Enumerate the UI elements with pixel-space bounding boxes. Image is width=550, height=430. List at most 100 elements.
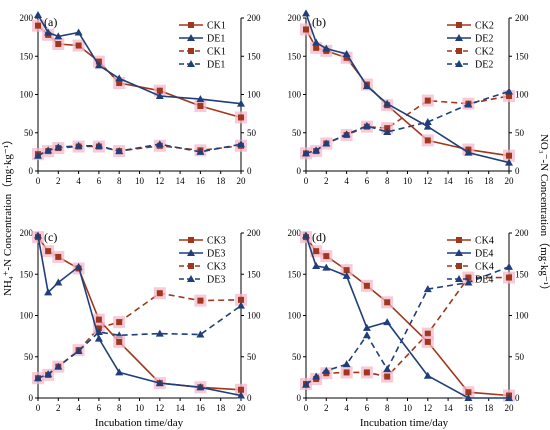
data-point-triangle <box>94 61 103 69</box>
data-point-triangle <box>464 278 473 286</box>
x-tick-label: 18 <box>484 403 494 413</box>
data-point-triangle <box>74 262 83 270</box>
data-point-square <box>197 297 204 304</box>
data-point-triangle <box>383 318 392 326</box>
legend-marker-triangle <box>187 275 195 282</box>
x-tick-label: 14 <box>176 176 186 186</box>
data-point-square <box>363 282 370 289</box>
x-tick-label: 12 <box>155 176 164 186</box>
data-point-triangle <box>34 231 42 239</box>
legend-marker-triangle <box>455 249 463 256</box>
legend-label: DE1 <box>207 34 225 45</box>
data-point-triangle <box>362 82 371 90</box>
y-tick-label-left: 100 <box>288 90 302 100</box>
data-point-triangle <box>155 379 164 387</box>
x-tick-label: 14 <box>444 403 454 413</box>
data-point-triangle <box>34 10 42 18</box>
y-left-axis-label: NH₄⁺-N Concentration（mg·kg⁻¹） <box>1 134 14 296</box>
data-point-square <box>424 137 431 144</box>
x-axis-label-right: Incubation time/day <box>360 417 449 429</box>
data-point-triangle <box>302 9 310 17</box>
data-point-triangle <box>44 370 53 378</box>
data-point-triangle <box>362 323 371 331</box>
data-point-square <box>238 114 244 121</box>
x-tick-label: 20 <box>505 403 515 413</box>
data-point-square <box>506 93 512 100</box>
data-point-square <box>343 54 350 61</box>
y-tick-label-left: 200 <box>288 228 302 238</box>
legend-label: DE2 <box>475 60 493 71</box>
x-axis-label-left: Incubation time/day <box>95 417 184 429</box>
data-point-square <box>116 338 123 345</box>
data-point-square <box>55 41 62 48</box>
legend-marker-triangle <box>455 34 463 41</box>
x-tick-label: 12 <box>155 403 164 413</box>
data-point-square <box>506 274 512 281</box>
y-tick-label-left: 0 <box>297 393 302 403</box>
legend-label: CK3 <box>207 236 226 247</box>
y-tick-label-right: 100 <box>247 311 261 321</box>
y-tick-label-right: 100 <box>247 90 261 100</box>
x-tick-label: 2 <box>324 176 329 186</box>
x-tick-label: 6 <box>365 403 370 413</box>
legend-marker-triangle <box>187 34 195 41</box>
data-point-square <box>35 22 41 29</box>
data-point-square <box>116 319 123 326</box>
data-point-triangle <box>464 148 473 156</box>
x-tick-label: 8 <box>385 403 390 413</box>
legend-marker-square <box>456 48 462 54</box>
data-point-triangle <box>312 372 321 380</box>
legend-label: DE3 <box>207 249 225 260</box>
data-point-triangle <box>302 231 310 239</box>
x-tick-label: 4 <box>344 176 349 186</box>
data-point-triangle <box>74 28 83 36</box>
data-point-square <box>156 290 163 297</box>
data-point-triangle <box>155 92 164 100</box>
data-point-square <box>506 152 512 159</box>
data-point-triangle <box>34 374 42 382</box>
y-tick-label-right: 50 <box>247 352 257 362</box>
x-tick-label: 10 <box>135 403 145 413</box>
y-tick-label-right: 0 <box>515 166 520 176</box>
data-point-triangle <box>54 143 63 151</box>
data-point-triangle <box>237 99 245 107</box>
y-tick-label-right: 200 <box>515 13 529 23</box>
legend-marker-square <box>188 263 194 269</box>
legend-marker-triangle <box>455 60 463 67</box>
series-line-ck3-no3 <box>37 292 242 379</box>
y-tick-label-left: 200 <box>288 13 302 23</box>
data-point-triangle <box>196 147 205 155</box>
data-point-triangle <box>115 74 124 82</box>
y-tick-label-left: 100 <box>20 90 34 100</box>
x-tick-label: 16 <box>196 176 206 186</box>
data-point-triangle <box>423 285 432 293</box>
data-point-triangle <box>423 371 432 379</box>
y-tick-label-left: 100 <box>20 311 34 321</box>
data-point-triangle <box>383 127 392 135</box>
data-point-triangle <box>302 380 310 388</box>
legend-marker-square <box>456 263 462 269</box>
data-point-triangle <box>342 130 351 138</box>
legend-label: CK1 <box>207 47 226 58</box>
legend-marker-square <box>188 48 194 54</box>
data-point-triangle <box>237 140 245 148</box>
x-tick-label: 8 <box>117 176 122 186</box>
y-tick-label-right: 150 <box>247 51 261 61</box>
data-point-triangle <box>322 44 331 52</box>
data-point-triangle <box>44 288 53 296</box>
data-point-triangle <box>196 330 205 338</box>
x-tick-label: 10 <box>403 403 413 413</box>
panel-label: (d) <box>312 230 326 244</box>
x-tick-label: 6 <box>365 176 370 186</box>
data-point-triangle <box>196 95 205 103</box>
x-tick-label: 20 <box>237 176 247 186</box>
data-point-triangle <box>196 383 205 391</box>
data-point-triangle <box>54 362 63 370</box>
data-point-triangle <box>237 391 245 399</box>
legend-label: CK2 <box>475 21 494 32</box>
legend-marker-triangle <box>187 249 195 256</box>
x-tick-label: 4 <box>344 403 349 413</box>
y-tick-label-right: 0 <box>515 393 520 403</box>
